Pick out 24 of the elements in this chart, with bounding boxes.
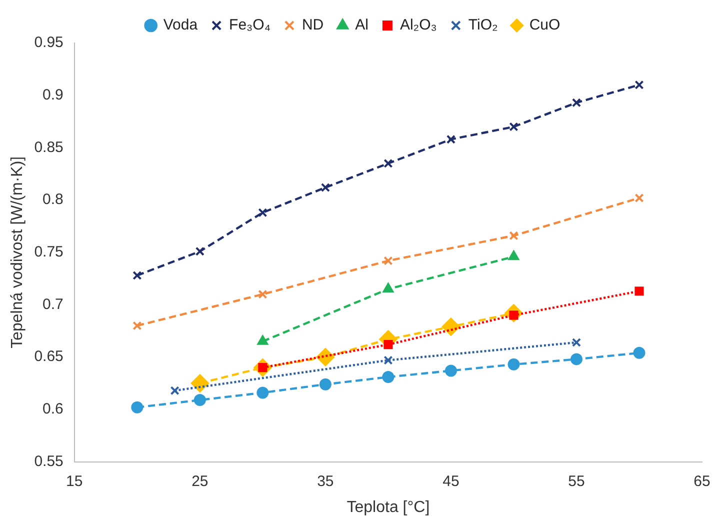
y-tick-label: 0.7 (42, 296, 64, 313)
y-tick-label: 0.55 (34, 452, 64, 470)
x-tick-label: 25 (192, 472, 208, 490)
x-tick-label: 45 (442, 472, 460, 490)
y-tick-label: 0.85 (34, 138, 64, 156)
legend-label: Voda (163, 16, 198, 34)
y-axis-title: Tepelná vodivost [W/(m·K)] (9, 156, 26, 348)
y-tick-label: 0.65 (34, 348, 64, 366)
y-tick-label: 0.8 (42, 191, 64, 208)
y-tick-label: 0.9 (42, 86, 64, 104)
x-tick-label: 55 (568, 472, 585, 490)
y-tick-label: 0.6 (42, 400, 64, 418)
y-tick-label: 0.75 (34, 244, 64, 261)
x-axis-title: Teplota [°C] (346, 498, 430, 516)
legend-label: Al (355, 16, 368, 34)
legend-label: Al₂O₃ (400, 16, 437, 34)
x-tick-label: 15 (66, 472, 83, 490)
x-tick-label: 35 (317, 472, 334, 490)
legend-label: CuO (529, 16, 560, 34)
y-tick-label: 0.95 (34, 34, 64, 52)
legend-label: TiO₂ (468, 16, 498, 34)
legend-label: ND (302, 16, 324, 34)
legend-label: Fe₃O₄ (229, 16, 270, 34)
x-tick-label: 65 (694, 472, 710, 490)
